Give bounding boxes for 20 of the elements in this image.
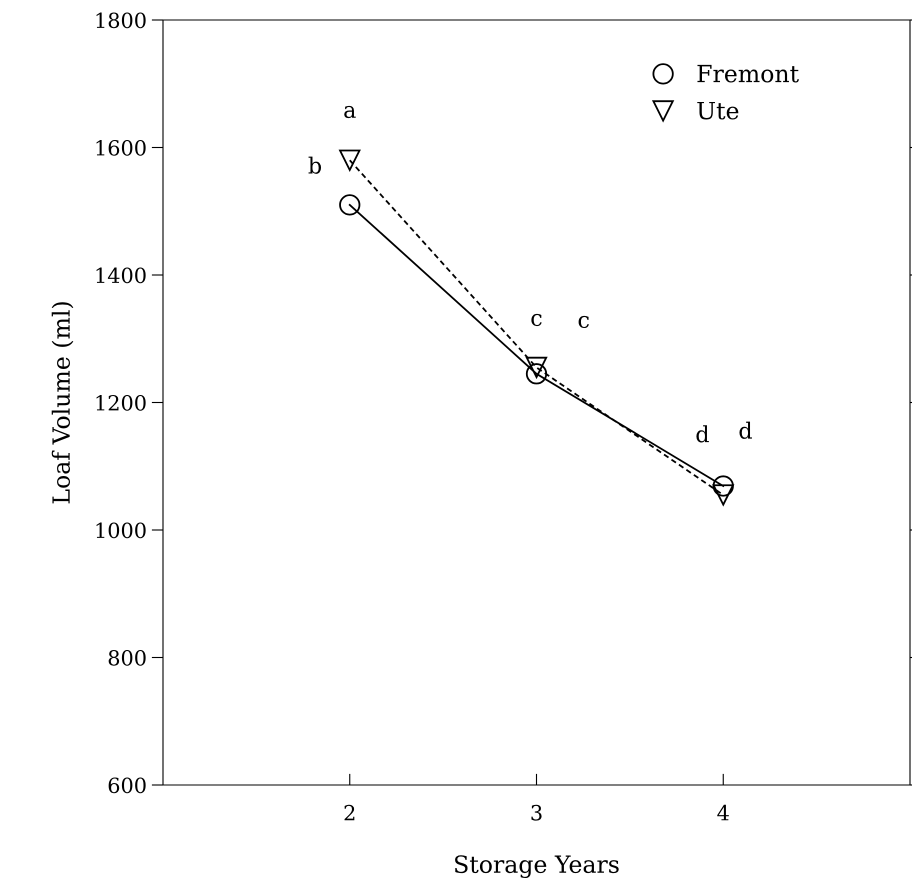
y-tick-label: 1400 xyxy=(96,267,146,284)
legend-label: Ute xyxy=(697,102,738,120)
y-tick-label: 1200 xyxy=(96,394,146,411)
y-tick-label: 800 xyxy=(108,650,146,666)
y-tick-label: 600 xyxy=(108,777,146,794)
x-tick-label: 2 xyxy=(344,804,354,820)
x-tick-label: 4 xyxy=(717,804,729,820)
annotation: d xyxy=(696,425,709,442)
annotation: d xyxy=(739,422,752,439)
annotation: c xyxy=(578,316,589,328)
annotation: a xyxy=(344,106,356,118)
y-axis-title: Loaf Volume (ml) xyxy=(52,302,74,504)
y-tick-label: 1600 xyxy=(96,140,146,156)
legend-label: Fremont xyxy=(697,64,799,82)
annotation: c xyxy=(531,314,542,326)
x-tick-label: 3 xyxy=(531,804,542,821)
y-tick-label: 1800 xyxy=(96,12,146,28)
annotation: b xyxy=(308,156,322,174)
y-tick-label: 1000 xyxy=(96,522,146,538)
x-axis-title: Storage Years xyxy=(455,855,619,878)
